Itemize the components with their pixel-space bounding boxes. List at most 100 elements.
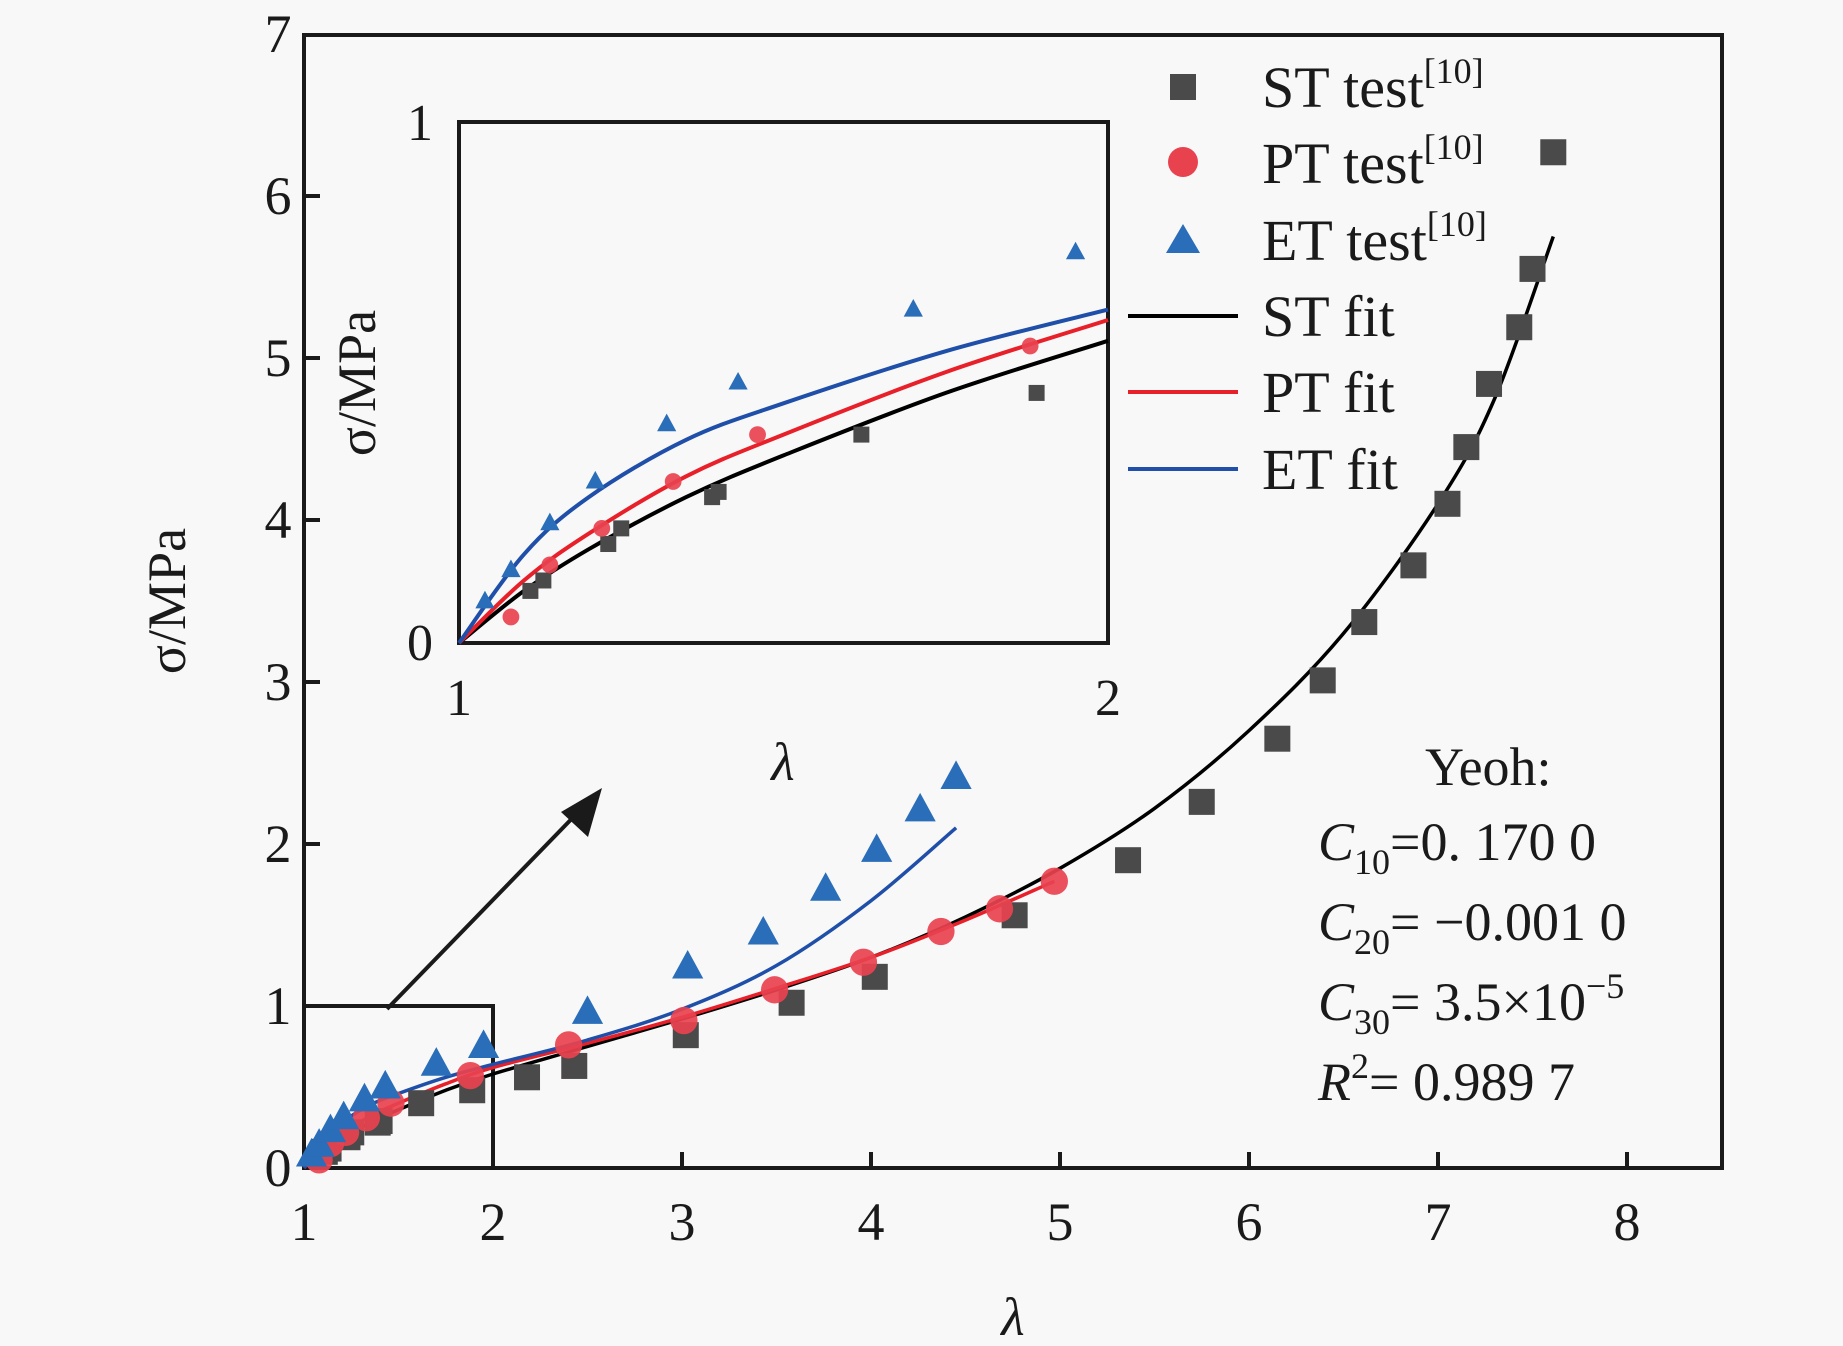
et-test-point <box>571 995 604 1024</box>
inset-pt-test-point <box>749 426 766 443</box>
inset-st-test-point <box>613 520 630 537</box>
inset-et-test-point <box>728 371 748 390</box>
x-tick-label: 6 <box>1236 1192 1263 1252</box>
y-tick-label: 1 <box>265 976 292 1036</box>
et-test-point <box>420 1047 452 1076</box>
st-test-point <box>1400 552 1427 579</box>
inset-et-test-point <box>540 512 560 531</box>
inset-et-test-point <box>903 299 923 317</box>
legend-marker-pt-test <box>1168 147 1198 177</box>
inset-x-tick-label: 1 <box>446 670 472 727</box>
et-test-point <box>467 1029 500 1058</box>
st-test-point <box>1188 788 1215 815</box>
y-tick-label: 7 <box>265 4 292 64</box>
y-tick-label: 2 <box>265 814 292 874</box>
inset-y-tick-label: 0 <box>407 615 433 672</box>
zoom-region-box <box>302 1004 495 1170</box>
et-fit-line <box>302 826 958 1169</box>
pt-test-point <box>985 895 1014 923</box>
st-test-point <box>1540 139 1567 166</box>
et-test-point <box>303 1128 335 1157</box>
et-test-point <box>810 872 842 901</box>
st-test-point <box>1351 609 1378 636</box>
y-tick-label: 3 <box>265 652 292 712</box>
zoom-arrow <box>385 788 602 1011</box>
x-tick-label: 7 <box>1425 1192 1452 1252</box>
st-test-point <box>408 1090 435 1117</box>
legend-label-st-test: ST test[10] <box>1262 51 1484 120</box>
st-test-point <box>1264 725 1291 752</box>
y-axis-title: σ/MPa <box>137 528 197 674</box>
inset-et-test-point <box>1065 241 1086 260</box>
x-tick-label: 1 <box>291 1192 318 1252</box>
inset-y-axis-title: σ/MPa <box>327 310 387 456</box>
y-tick-label: 0 <box>265 1138 292 1198</box>
y-tick-label: 4 <box>265 490 292 550</box>
legend-label-pt-test: PT test[10] <box>1262 127 1484 196</box>
x-axis-title: λ <box>999 1287 1024 1346</box>
y-tick-label: 6 <box>265 166 292 226</box>
pt-test-point <box>927 917 955 946</box>
y-tick-label: 5 <box>265 328 292 388</box>
inset-data-points <box>475 241 1086 626</box>
inset-et-fit-line <box>457 307 1109 645</box>
x-tick-label: 2 <box>480 1192 507 1252</box>
annotation-c10: C10=0. 170 0 <box>1318 812 1596 882</box>
annotation-r2: R2= 0.989 7 <box>1317 1046 1575 1112</box>
st-test-point <box>1115 847 1142 874</box>
et-test-point <box>747 915 779 945</box>
inset-et-test-point <box>501 559 521 578</box>
main-plot-frame <box>302 33 1724 1170</box>
inset-st-test-point <box>710 483 727 500</box>
inset-x-tick-label: 2 <box>1095 670 1121 727</box>
main-data-points <box>295 139 1567 1174</box>
pt-test-point <box>456 1062 484 1090</box>
legend-label-et-test: ET test[10] <box>1262 204 1487 273</box>
legend-marker-st-test <box>1170 74 1196 100</box>
st-test-point <box>1453 434 1480 461</box>
et-test-point <box>369 1069 401 1099</box>
inset-et-test-point <box>585 470 605 489</box>
et-test-point <box>861 833 893 862</box>
inset-st-test-point <box>600 536 617 553</box>
inset-st-test-point <box>1028 384 1045 401</box>
x-tick-label: 5 <box>1047 1192 1074 1252</box>
inset-st-test-point <box>535 572 552 589</box>
inset-pt-fit-line <box>457 318 1109 645</box>
legend-label-pt-fit: PT fit <box>1262 360 1395 425</box>
pt-test-point <box>760 976 789 1004</box>
zoom-arrow-shaft <box>385 800 590 1011</box>
inset-y-tick-label: 1 <box>407 95 433 152</box>
st-test-point <box>1519 255 1546 282</box>
st-test-point <box>1309 667 1336 694</box>
inset-frame <box>457 120 1110 645</box>
inset-et-test-point <box>475 590 495 609</box>
et-test-point <box>672 949 704 979</box>
inset-pt-test-point <box>1021 337 1039 355</box>
legend-marker-et-test <box>1166 224 1200 253</box>
x-tick-label: 3 <box>669 1192 696 1252</box>
et-test-point <box>904 792 936 822</box>
et-test-point <box>328 1100 360 1130</box>
inset-et-test-point <box>657 413 677 432</box>
st-test-point <box>514 1064 541 1091</box>
legend-label-et-fit: ET fit <box>1262 437 1398 502</box>
st-test-point <box>1434 490 1461 517</box>
inset-pt-test-point <box>541 556 559 574</box>
annotation-c20: C20= −0.001 0 <box>1318 892 1626 962</box>
pt-test-point <box>1040 867 1068 895</box>
inset-plot: 1 2 0 1 λ σ/MPa <box>327 95 1121 792</box>
yeoh-annotation: Yeoh: C10=0. 170 0 C20= −0.001 0 C30= 3.… <box>1317 737 1626 1112</box>
legend-label-st-fit: ST fit <box>1262 284 1395 349</box>
et-test-point <box>940 760 972 790</box>
annotation-c30: C30= 3.5×10−5 <box>1318 966 1624 1042</box>
pt-test-point <box>849 948 878 976</box>
et-test-point <box>348 1082 381 1112</box>
inset-st-test-point <box>853 426 870 443</box>
annotation-title: Yeoh: <box>1425 737 1552 797</box>
legend: ST test[10] PT test[10] ET test[10] ST f… <box>1128 51 1487 502</box>
pt-test-point <box>670 1006 698 1035</box>
x-tick-label: 4 <box>858 1192 885 1252</box>
